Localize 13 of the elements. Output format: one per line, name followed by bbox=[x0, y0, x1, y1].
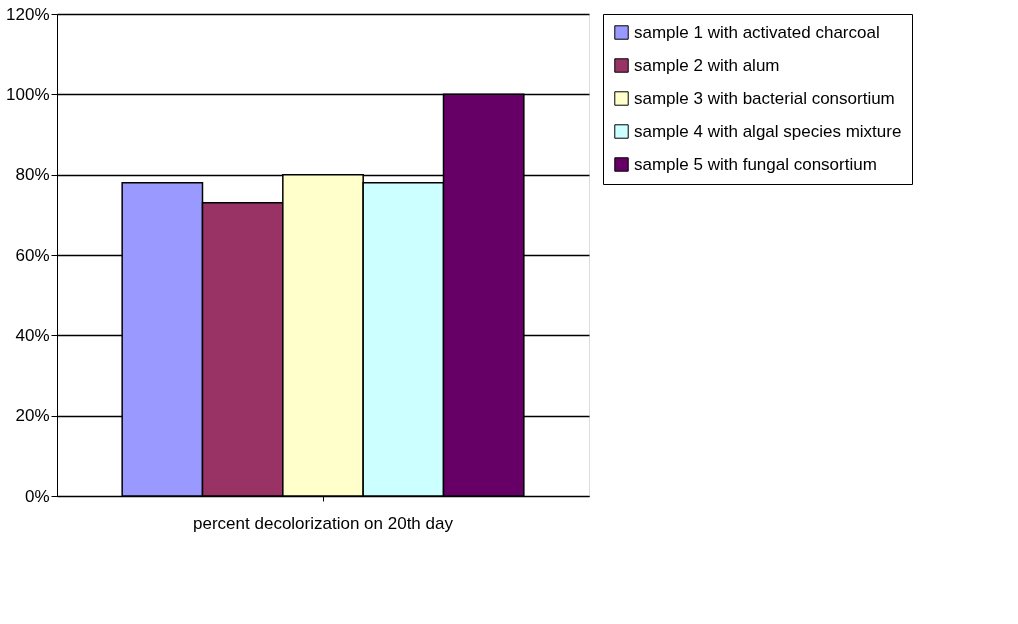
legend-label: sample 2 with alum bbox=[634, 55, 780, 75]
y-tick-label: 100% bbox=[6, 84, 50, 104]
legend-label: sample 1 with activated charcoal bbox=[634, 22, 880, 42]
legend-label: sample 5 with fungal consortium bbox=[634, 154, 877, 174]
y-tick-label: 20% bbox=[15, 406, 50, 426]
y-tick-label: 0% bbox=[24, 486, 50, 506]
legend-label: sample 4 with algal species mixture bbox=[634, 121, 902, 141]
y-tick-label: 80% bbox=[15, 165, 50, 185]
y-tick-label: 60% bbox=[15, 245, 50, 265]
legend-label: sample 3 with bacterial consortium bbox=[634, 88, 895, 108]
x-tick-label: percent decolorization on 20th day bbox=[193, 513, 454, 533]
y-tick-label: 120% bbox=[6, 4, 50, 24]
y-tick-label: 40% bbox=[15, 325, 50, 345]
